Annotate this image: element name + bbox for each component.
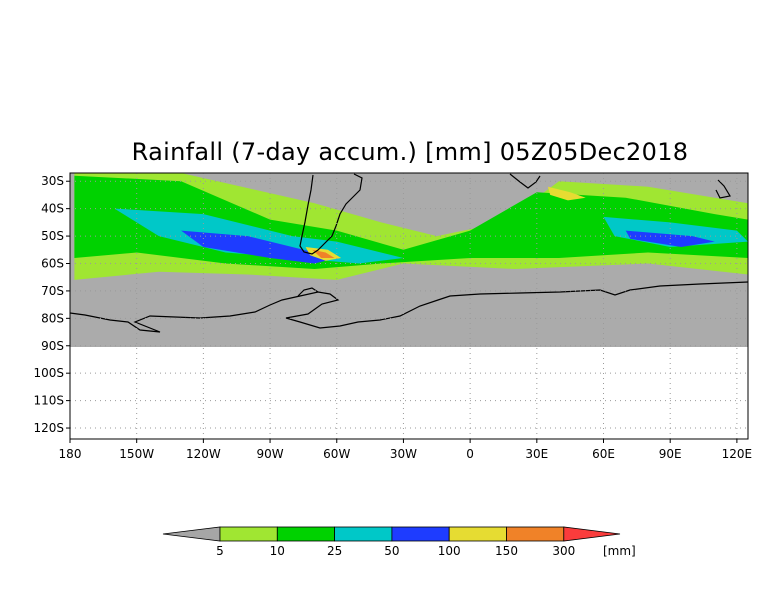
y-tick-label: 110S (33, 394, 64, 408)
x-tick-label: 120E (722, 447, 753, 461)
legend-label: 25 (327, 544, 342, 558)
legend-label: 5 (216, 544, 224, 558)
legend-swatch (391, 526, 450, 542)
antarctica-coastline (70, 281, 748, 333)
x-tick-label: 60E (592, 447, 615, 461)
y-tick-label: 80S (41, 311, 64, 325)
x-tick-label: 0 (466, 447, 474, 461)
rain-band-7 (312, 249, 335, 258)
legend-label: 50 (384, 544, 399, 558)
legend-swatch (506, 526, 565, 542)
rain-band-4 (181, 230, 337, 264)
legend-label: 100 (438, 544, 461, 558)
y-tick-label: 40S (41, 202, 64, 216)
legend-swatch (219, 526, 278, 542)
axis-ticks: 30S 40S 50S 60S 70S 80S 90S 100S 110S 120S 180 150W… (33, 174, 752, 461)
legend-swatch (334, 526, 393, 542)
legend-label: 300 (552, 544, 575, 558)
x-tick-label: 180 (59, 447, 82, 461)
y-tick-label: 90S (41, 339, 64, 353)
legend-label: 150 (495, 544, 518, 558)
x-tick-label: 150W (119, 447, 154, 461)
y-tick-label: 30S (41, 174, 64, 188)
x-tick-label: 120W (186, 447, 221, 461)
legend-swatch (276, 526, 335, 542)
coastlines (70, 173, 748, 333)
rain-band-2 (114, 208, 404, 264)
plot-frame (69, 172, 749, 440)
x-tick-label: 30E (525, 447, 548, 461)
africa-tip-outline (509, 173, 541, 189)
y-tick-label: 100S (33, 366, 64, 380)
x-tick-label: 90W (256, 447, 283, 461)
legend-unit: [mm] (603, 544, 636, 558)
tasmania-outline (715, 179, 731, 199)
rain-band-8 (547, 186, 586, 201)
antarctic-peninsula (297, 287, 319, 297)
legend-arrow-high (563, 526, 621, 542)
legend-arrow-low (162, 526, 221, 542)
color-legend: 5 10 25 50 100 150 300 [mm] (162, 526, 636, 558)
legend-label: 10 (270, 544, 285, 558)
graticule (70, 173, 748, 439)
x-tick-label: 60W (323, 447, 350, 461)
x-tick-label: 30W (390, 447, 417, 461)
legend-swatch (448, 526, 507, 542)
south-america-outline (299, 173, 363, 255)
y-tick-label: 70S (41, 284, 64, 298)
rain-bands (74, 173, 748, 280)
y-tick-label: 50S (41, 229, 64, 243)
map-title: Rainfall (7-day accum.) [mm] 05Z05Dec201… (131, 138, 689, 166)
y-tick-label: 120S (33, 421, 64, 435)
y-tick-label: 60S (41, 256, 64, 270)
x-tick-label: 90E (659, 447, 682, 461)
